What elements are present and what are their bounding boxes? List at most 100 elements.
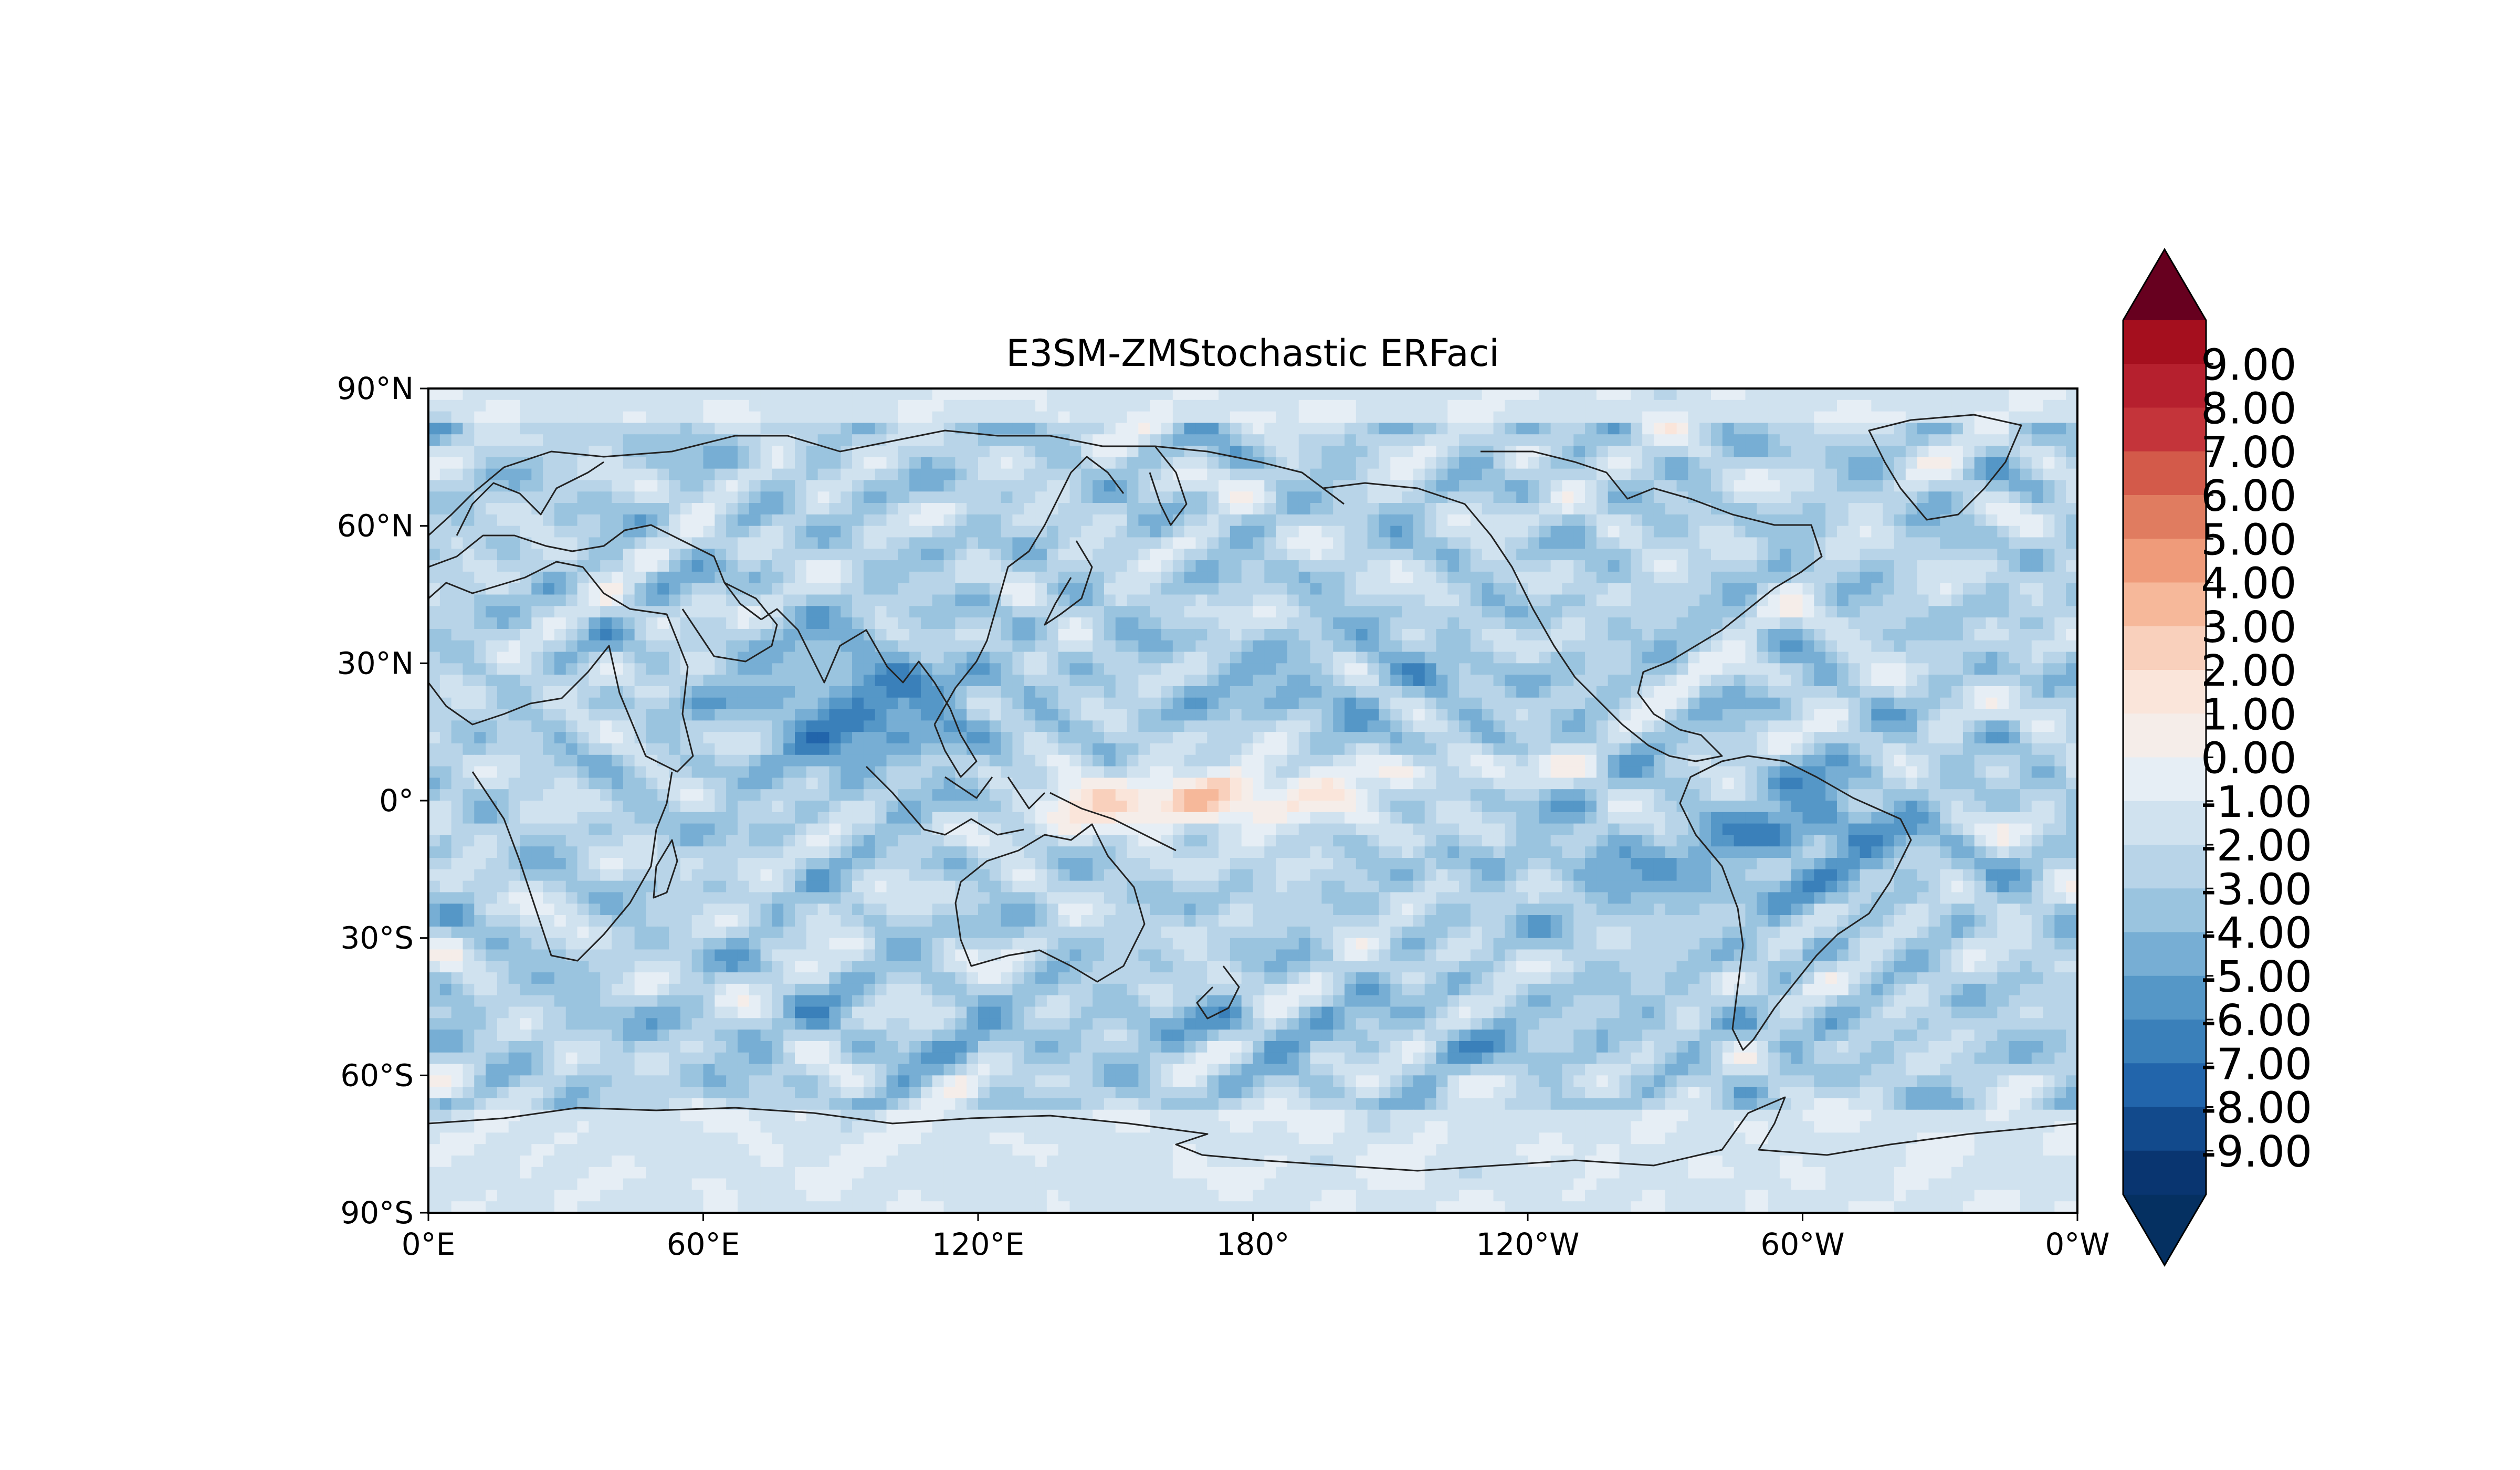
colorbar-band — [2123, 1020, 2206, 1064]
colorbar-band — [2123, 888, 2206, 933]
colorbar-tick-label: 7.00 — [2201, 428, 2297, 478]
colorbar-extend-min — [2123, 1194, 2206, 1265]
colorbar-band — [2123, 757, 2206, 802]
x-tick: 0°W — [2045, 1213, 2110, 1262]
x-tick-label: 180° — [1216, 1226, 1290, 1262]
colorbar-tick: -4.00 — [2201, 909, 2312, 959]
colorbar-tick: 9.00 — [2201, 340, 2297, 390]
colorbar-band — [2123, 845, 2206, 889]
colorbar-tick: -5.00 — [2201, 952, 2312, 1002]
y-tick: 30°N — [337, 645, 428, 681]
colorbar-band — [2123, 626, 2206, 670]
x-tick: 0°E — [402, 1213, 456, 1262]
colorbar-tick-label: -7.00 — [2201, 1040, 2312, 1089]
colorbar-tick: 8.00 — [2201, 384, 2297, 434]
coastline-africa — [428, 561, 694, 773]
colorbar: 9.008.007.006.005.004.003.002.001.000.00… — [2122, 248, 2312, 1267]
colorbar-tick: -6.00 — [2201, 996, 2312, 1046]
y-tick: 90°N — [337, 371, 428, 406]
colorbar-band — [2123, 320, 2206, 365]
coastline-asia-south — [761, 608, 978, 778]
coastline-africa-south — [471, 771, 673, 962]
colorbar-tick-label: -3.00 — [2201, 865, 2312, 915]
y-tick-label: 60°S — [340, 1057, 414, 1093]
x-tick: 120°W — [1476, 1213, 1580, 1262]
colorbar-tick-label: -8.00 — [2201, 1084, 2312, 1133]
coastline-north-america — [1322, 450, 1823, 762]
coastline-japan — [1044, 540, 1093, 626]
colorbar-tick-label: -5.00 — [2201, 952, 2312, 1002]
x-tick-label: 120°W — [1476, 1226, 1579, 1262]
colorbar-band — [2123, 1063, 2206, 1108]
colorbar-band — [2123, 713, 2206, 758]
colorbar-band — [2123, 1107, 2206, 1151]
colorbar-tick-label: 6.00 — [2201, 471, 2297, 521]
colorbar-tick-label: 0.00 — [2201, 734, 2297, 784]
x-tick: 120°E — [932, 1213, 1024, 1262]
y-tick-label: 90°S — [340, 1195, 414, 1231]
x-tick-label: 60°W — [1760, 1226, 1844, 1262]
colorbar-tick: -8.00 — [2201, 1084, 2312, 1133]
x-tick-label: 60°E — [667, 1226, 740, 1262]
colorbar-tick-label: 5.00 — [2201, 515, 2297, 565]
colorbar-tick: 0.00 — [2201, 734, 2297, 784]
x-tick: 180° — [1216, 1213, 1290, 1262]
colorbar-tick-label: 4.00 — [2201, 559, 2297, 609]
coastline-scandinavia — [456, 461, 604, 536]
y-tick-label: 60°N — [337, 508, 414, 544]
colorbar-tick-label: -6.00 — [2201, 996, 2312, 1046]
coastline-south-america — [1679, 755, 1912, 1051]
x-tick: 60°E — [667, 1213, 740, 1262]
y-tick: 60°N — [337, 508, 428, 544]
colorbar-tick: 5.00 — [2201, 515, 2297, 565]
y-tick-label: 30°S — [340, 920, 414, 956]
coastline-indonesia — [865, 765, 1177, 852]
coastline-asia-east — [933, 456, 1125, 725]
colorbar-tick: -7.00 — [2201, 1040, 2312, 1089]
x-tick-label: 120°E — [932, 1226, 1024, 1262]
colorbar-band — [2123, 582, 2206, 627]
coastline-new-zealand — [1196, 965, 1240, 1020]
y-tick: 30°S — [340, 920, 428, 956]
coastlines — [428, 414, 2077, 1172]
map-title: E3SM-ZMStochastic ERFaci — [1006, 332, 1499, 375]
coastline-arabia — [681, 582, 778, 663]
colorbar-tick: -2.00 — [2201, 821, 2312, 871]
colorbar-tick-label: 3.00 — [2201, 603, 2297, 653]
colorbar-tick: 6.00 — [2201, 471, 2297, 521]
y-axis-ticks: 90°N 60°N 30°N 0° 30°S 60°S 90°S — [337, 371, 428, 1231]
coastline-antarctica — [428, 1096, 2077, 1172]
coastline-siberia — [428, 429, 1345, 537]
y-tick: 90°S — [340, 1195, 428, 1231]
colorbar-tick: 7.00 — [2201, 428, 2297, 478]
colorbar-tick-label: 1.00 — [2201, 690, 2297, 740]
x-tick-label: 0°E — [402, 1226, 456, 1262]
colorbar-band — [2123, 451, 2206, 496]
colorbar-band — [2123, 975, 2206, 1020]
erfaci-field — [428, 388, 2077, 1213]
y-tick: 60°S — [340, 1057, 428, 1093]
colorbar-tick: 1.00 — [2201, 690, 2297, 740]
colorbar-tick: -1.00 — [2201, 778, 2312, 827]
colorbar-tick: 4.00 — [2201, 559, 2297, 609]
colorbar-band — [2123, 407, 2206, 452]
colorbar-outline — [2122, 248, 2207, 1267]
colorbar-tick-label: -9.00 — [2201, 1127, 2312, 1177]
y-tick-label: 90°N — [337, 371, 414, 406]
colorbar-band — [2123, 670, 2206, 715]
y-tick-label: 0° — [379, 783, 414, 818]
colorbar-tick-label: -4.00 — [2201, 909, 2312, 959]
colorbar-band — [2123, 1150, 2206, 1195]
colorbar-tick-label: -2.00 — [2201, 821, 2312, 871]
colorbar-tick: 3.00 — [2201, 603, 2297, 653]
colorbar-tick: -9.00 — [2201, 1127, 2312, 1177]
coastline-australia — [954, 823, 1146, 983]
colorbar-band — [2123, 932, 2206, 976]
colorbar-band — [2123, 495, 2206, 540]
colorbar-band — [2123, 364, 2206, 408]
colorbar-tick-label: 9.00 — [2201, 340, 2297, 390]
coastline-madagascar — [653, 839, 678, 899]
coastline-europe — [428, 524, 762, 621]
colorbar-band — [2123, 539, 2206, 583]
